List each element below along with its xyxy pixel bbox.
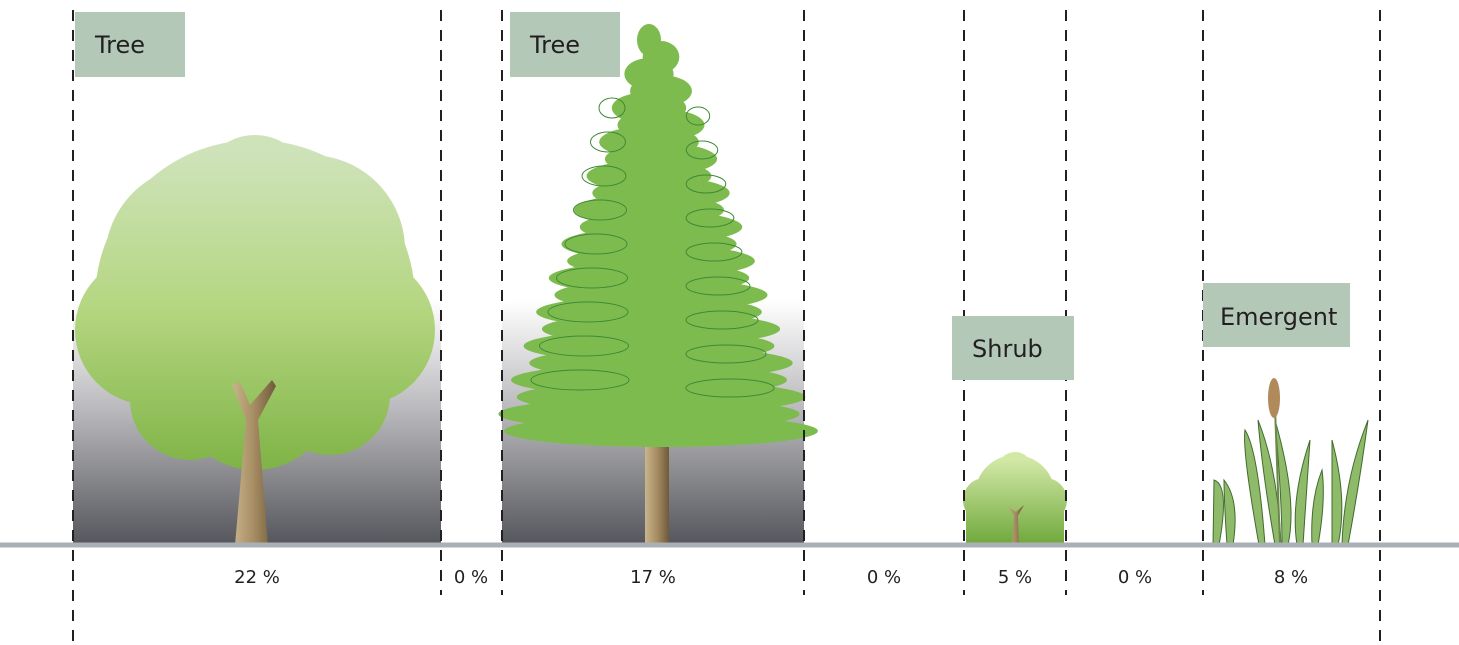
needle-outline [685, 208, 735, 228]
canopy [200, 135, 310, 245]
label: Emergent [1220, 303, 1337, 331]
share: 17 % [630, 567, 676, 588]
needle-outline [530, 369, 630, 391]
needle-outline [685, 174, 727, 194]
needle-outline [685, 106, 711, 126]
needle-outline [685, 344, 767, 364]
shrub-stem [1006, 505, 1024, 545]
label-box [952, 316, 1074, 380]
canopy [270, 335, 390, 455]
needle-outline [598, 97, 626, 119]
blade [1311, 468, 1324, 546]
label: Shrub [972, 335, 1043, 363]
needle-outline [685, 310, 759, 330]
cattail [1268, 378, 1280, 418]
canopy [130, 340, 250, 460]
label-box [1203, 283, 1350, 347]
needle-outline [685, 378, 775, 398]
shrub [963, 478, 1007, 522]
label: Tree [529, 31, 580, 59]
illustrations [75, 24, 1369, 546]
shrub [997, 452, 1033, 488]
needle-outline [539, 335, 629, 357]
shrub [1023, 478, 1067, 522]
label-box [510, 12, 620, 77]
blade [1244, 428, 1266, 546]
share: 0 % [867, 567, 901, 588]
needle-outline [573, 199, 627, 221]
blade [1294, 439, 1311, 546]
label-box [75, 12, 185, 77]
blade [1212, 479, 1224, 546]
needle-outline [581, 165, 627, 187]
blade [1341, 419, 1369, 546]
trunk [232, 380, 276, 545]
needle-outline [685, 242, 743, 262]
share: 8 % [1274, 567, 1308, 588]
needle-outline [564, 233, 628, 255]
label: Tree [94, 31, 145, 59]
share: 22 % [234, 567, 280, 588]
blade [1331, 439, 1343, 546]
needles [504, 415, 818, 447]
needle-outline [547, 301, 629, 323]
dividers [72, 10, 1381, 645]
share: 5 % [998, 567, 1032, 588]
needle-outline [590, 131, 626, 153]
share: 0 % [454, 567, 488, 588]
blade [1223, 478, 1236, 546]
share: 0 % [1118, 567, 1152, 588]
needle-outline [685, 276, 751, 296]
needle-outline [556, 267, 628, 289]
needle-outline [685, 140, 719, 160]
